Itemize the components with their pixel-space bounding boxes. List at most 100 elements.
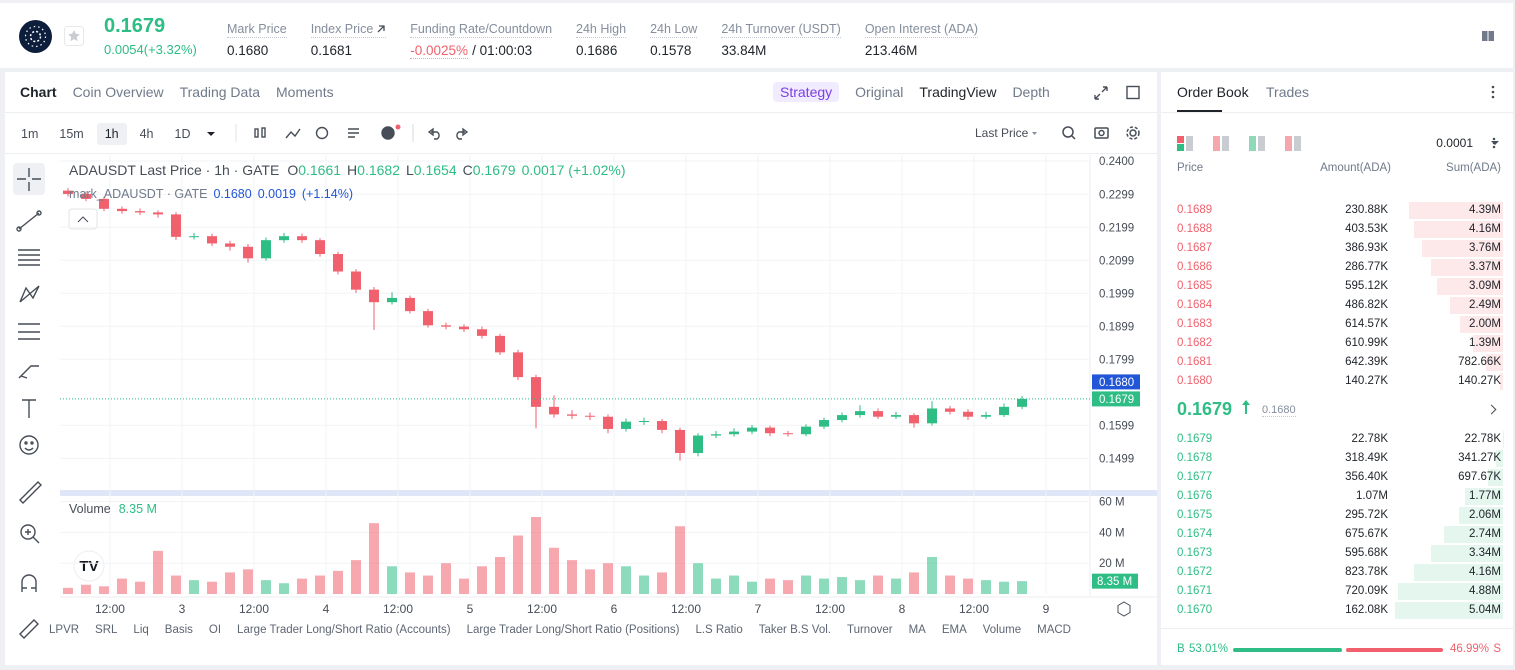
view-tab[interactable]: TradingView [919, 84, 997, 100]
candle-body [819, 420, 830, 427]
indicator[interactable]: Taker B.S Vol. [758, 624, 831, 636]
volume-bar [909, 572, 920, 594]
depth-bar [1488, 468, 1503, 486]
volume-bar [368, 523, 379, 594]
stat: Index Price 0.1681 [310, 20, 387, 58]
svg-text:TV: TV [79, 558, 98, 575]
interval[interactable]: 1m [21, 127, 39, 141]
ob-price: 0.1689 [1177, 203, 1213, 216]
link-icon[interactable] [376, 24, 386, 34]
drawing-tools[interactable] [12, 162, 48, 642]
chart-tab[interactable]: Moments [276, 84, 334, 100]
ob-row[interactable]: 0.1689 230.88K 4.39M [1161, 201, 1513, 220]
volume-tick-label: 40 M [1099, 527, 1125, 539]
ob-precision-caret[interactable] [1491, 141, 1499, 149]
panel-icons[interactable] [1093, 85, 1143, 101]
candle-body [440, 325, 451, 327]
indicator[interactable]: MACD [1037, 624, 1071, 636]
ob-row[interactable]: 0.1679 22.78K 22.78K [1161, 430, 1513, 449]
indicator[interactable]: EMA [941, 624, 967, 636]
ob-tab[interactable]: Order Book [1177, 84, 1249, 100]
indicator[interactable]: SRL [95, 624, 118, 636]
ob-row[interactable]: 0.1684 486.82K 2.49M [1161, 296, 1513, 315]
ob-row[interactable]: 0.1685 595.12K 3.09M [1161, 277, 1513, 296]
ob-precision[interactable]: 0.0001 [1436, 136, 1473, 150]
chart-tab[interactable]: Trading Data [179, 84, 261, 100]
indicator[interactable]: Liq [133, 624, 149, 636]
chart-tool-icons[interactable] [1060, 125, 1142, 141]
ob-mode-icons[interactable] [1177, 134, 1507, 154]
chart: TV 0.2400 0.2299 0.2199 0.2099 0.1999 0.1899 0… [60, 155, 1157, 617]
candle-body [837, 415, 848, 421]
indicator[interactable]: Volume [982, 624, 1022, 636]
ob-row[interactable]: 0.1687 386.93K 3.76M [1161, 239, 1513, 258]
x-tick-label: 12:00 [383, 602, 413, 616]
candle-body [242, 246, 253, 259]
candle-body [801, 426, 812, 435]
indicator[interactable]: Large Trader Long/Short Ratio (Positions… [466, 624, 680, 636]
ob-row[interactable]: 0.1676 1.07M 1.77M [1161, 487, 1513, 506]
mark-legend: mark_ADAUSDT · GATE 0.1680 0.0019 (+1.14%) [69, 187, 353, 201]
ob-row[interactable]: 0.1671 720.09K 4.88M [1161, 582, 1513, 601]
indicator[interactable]: LPVR [49, 624, 80, 636]
ob-row[interactable]: 0.1673 595.68K 3.34M [1161, 544, 1513, 563]
toolbar-icons[interactable] [228, 124, 488, 142]
chart-tab[interactable]: Chart [20, 84, 57, 100]
volume-bar [350, 560, 361, 594]
ob-row[interactable]: 0.1682 610.99K 1.39M [1161, 334, 1513, 353]
book-icon[interactable] [1481, 29, 1495, 43]
interval[interactable]: 4h [139, 127, 154, 141]
price-type[interactable]: Last Price [975, 126, 1040, 140]
price-type-label[interactable]: Last Price [975, 126, 1029, 140]
indicator[interactable]: Large Trader Long/Short Ratio (Accounts) [237, 624, 451, 636]
ob-column: Price [1177, 162, 1204, 174]
pane-separator [60, 490, 1157, 496]
ob-price: 0.1686 [1177, 260, 1213, 273]
indicator[interactable]: Turnover [846, 624, 893, 636]
ob-more[interactable] [1486, 404, 1497, 415]
mark-value: 0.1680 [213, 187, 252, 201]
ob-row[interactable]: 0.1670 162.08K 5.04M [1161, 601, 1513, 620]
caret[interactable] [204, 129, 218, 139]
caret [1032, 132, 1038, 135]
interval[interactable]: 1h [96, 123, 127, 145]
y-tick-label: 0.1899 [1099, 321, 1134, 333]
view-tab[interactable]: Depth [1012, 84, 1050, 100]
ob-row[interactable]: 0.1675 295.72K 2.06M [1161, 506, 1513, 525]
indicator[interactable]: L.S Ratio [695, 624, 743, 636]
view-tab[interactable]: Original [855, 84, 904, 100]
ob-sum: 5.04M [1469, 603, 1501, 616]
favorite-star[interactable] [64, 26, 84, 46]
ob-row[interactable]: 0.1678 318.49K 341.27K [1161, 449, 1513, 468]
candle-body [945, 408, 956, 412]
ob-row[interactable]: 0.1683 614.57K 2.00M [1161, 315, 1513, 334]
ob-row[interactable]: 0.1680 140.27K 140.27K [1161, 372, 1513, 391]
volume-bar [675, 526, 686, 594]
candle-body [206, 236, 217, 244]
settings-icon[interactable] [1117, 601, 1131, 617]
ob-row[interactable]: 0.1688 403.53K 4.16M [1161, 220, 1513, 239]
ob-price: 0.1683 [1177, 317, 1213, 330]
view-tab[interactable]: Strategy [773, 82, 840, 102]
stat-number: 0.1680 [227, 43, 269, 58]
chart-tabs: Chart Coin Overview Trading Data Moments [20, 84, 334, 100]
volume-bar [783, 580, 794, 594]
ob-row[interactable]: 0.1686 286.77K 3.37M [1161, 258, 1513, 277]
stat-value: -0.0025%/ 01:00:03 [410, 43, 552, 59]
ob-row[interactable]: 0.1677 356.40K 697.67K [1161, 468, 1513, 487]
interval[interactable]: 1D [174, 127, 191, 141]
ob-tab[interactable]: Trades [1266, 84, 1310, 100]
indicator[interactable]: Basis [164, 624, 193, 636]
ob-row[interactable]: 0.1681 642.39K 782.66K [1161, 353, 1513, 372]
indicator[interactable]: MA [908, 624, 926, 636]
chart-tab[interactable]: Coin Overview [72, 84, 164, 100]
collapse-button[interactable] [68, 208, 98, 230]
ob-row[interactable]: 0.1672 823.78K 4.16M [1161, 563, 1513, 582]
ob-row[interactable]: 0.1674 675.67K 2.74M [1161, 525, 1513, 544]
ob-amount: 823.78K [1345, 565, 1388, 578]
interval[interactable]: 15m [59, 127, 84, 141]
indicator[interactable]: OI [208, 624, 222, 636]
x-tick-label: 12:00 [671, 602, 701, 616]
volume-bar [224, 572, 235, 594]
ob-menu[interactable] [1490, 84, 1496, 100]
